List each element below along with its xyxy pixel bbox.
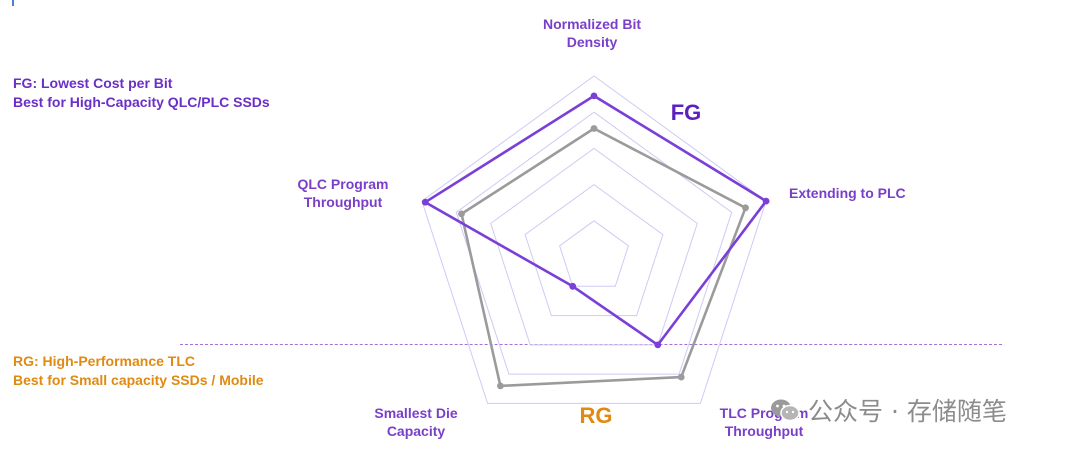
axis-label-2-1: Throughput	[725, 423, 804, 439]
series-point-fg-2	[654, 341, 662, 349]
series-point-rg-3	[497, 382, 504, 390]
rg-note-line2: Best for Small capacity SSDs / Mobile	[13, 372, 264, 388]
series-point-fg-3	[569, 282, 577, 290]
grid-ring-5	[421, 75, 767, 404]
radar-series	[421, 92, 770, 390]
grid-ring-3	[490, 147, 698, 346]
axis-label-3-1: Capacity	[387, 423, 446, 439]
watermark-text: 公众号 · 存储随笔	[808, 397, 1007, 426]
fg-note-line1: FG: Lowest Cost per Bit	[13, 75, 173, 91]
axis-label-4-1: Throughput	[304, 194, 383, 210]
series-tag-rg: RG	[580, 403, 613, 428]
grid-ring-4	[455, 111, 733, 375]
series-line-fg	[423, 94, 768, 347]
series-point-rg-1	[742, 204, 749, 212]
watermark: 公众号 · 存储随笔	[770, 392, 1007, 428]
rg-note-line1: RG: High-Performance TLC	[13, 353, 196, 369]
axis-label-0-0: Normalized Bit	[543, 16, 641, 32]
axis-label-0-1: Density	[567, 34, 618, 50]
series-point-fg-1	[762, 197, 770, 205]
fg-note: FG: Lowest Cost per Bit Best for High-Ca…	[13, 74, 270, 112]
series-point-rg-4	[458, 210, 465, 218]
axis-label-3-0: Smallest Die	[374, 405, 457, 421]
axis-label-1-0: Extending to PLC	[789, 185, 906, 201]
radar-grid	[421, 75, 767, 404]
series-point-rg-2	[677, 373, 685, 381]
wechat-icon	[770, 398, 800, 422]
grid-ring-1	[559, 220, 629, 287]
fg-note-line2: Best for High-Capacity QLC/PLC SSDs	[13, 94, 270, 110]
grid-ring-2	[524, 183, 664, 317]
rg-note: RG: High-Performance TLC Best for Small …	[13, 352, 264, 390]
corner-mark	[12, 0, 14, 6]
axis-label-4-0: QLC Program	[297, 176, 388, 192]
series-point-rg-0	[590, 125, 598, 132]
series-point-fg-4	[421, 198, 429, 206]
series-line-rg	[460, 127, 747, 388]
series-tag-fg: FG	[671, 100, 702, 125]
series-point-fg-0	[590, 92, 598, 100]
